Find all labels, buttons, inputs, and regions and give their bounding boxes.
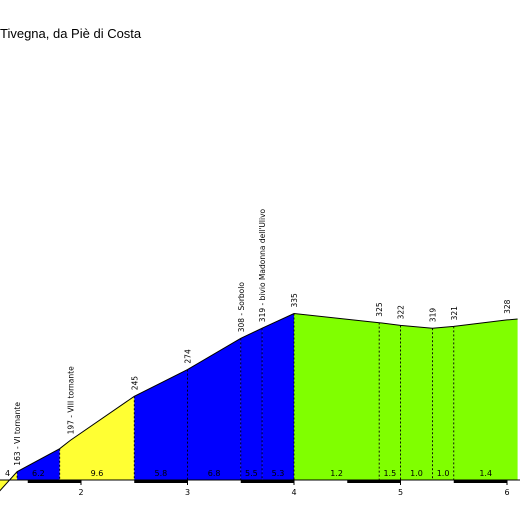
gradient-label: 4: [5, 469, 10, 478]
profile-outline: [0, 312, 518, 492]
segment-area-7: [294, 313, 380, 480]
x-tick-label: 4: [291, 488, 296, 497]
profile-line: [0, 312, 518, 492]
segment-area-3: [134, 369, 188, 480]
segment-area-9: [400, 325, 433, 480]
segment-areas: [0, 313, 518, 491]
x-tick-label: 5: [398, 488, 403, 497]
gradient-label: 5.3: [272, 469, 285, 478]
axis-band: [134, 480, 188, 483]
marker-label: 274: [184, 349, 193, 364]
gradient-label: 5.5: [245, 469, 258, 478]
x-axis: 2 3 4 5 6: [0, 479, 520, 497]
gradient-label: 1.0: [437, 469, 450, 478]
marker-label: 197 - VIII tornante: [66, 366, 75, 434]
marker-label: 319 - bivio Madonna dell'Ulivo: [258, 208, 267, 322]
gradient-label: 9.6: [91, 469, 104, 478]
segment-area-11: [453, 319, 518, 480]
x-tick-label: 2: [78, 488, 83, 497]
marker-label: 319: [428, 308, 437, 323]
segment-area-4: [187, 338, 241, 480]
chart-title: Tivegna, da Piè di Costa: [0, 26, 142, 41]
segment-area-1: [17, 448, 60, 480]
marker-label: 322: [397, 305, 406, 320]
marker-label: 308 - Sorbolo: [237, 282, 246, 333]
marker-label: 321: [450, 306, 459, 321]
gradient-label: 1.0: [410, 469, 423, 478]
gradient-label: 1.2: [330, 469, 343, 478]
gradient-label: 6.2: [32, 469, 45, 478]
marker-label: 335: [290, 293, 299, 308]
marker-label: 328: [503, 299, 512, 314]
gradient-label: 1.5: [383, 469, 396, 478]
axis-band: [453, 480, 507, 483]
axis-band: [347, 480, 401, 483]
segment-dividers: [16, 313, 455, 480]
x-tick-label: 6: [504, 488, 509, 497]
segment-area-8: [379, 322, 401, 480]
x-tick-label: 3: [185, 488, 190, 497]
marker-label: 325: [375, 302, 384, 317]
gradient-label: 6.8: [208, 469, 221, 478]
marker-label: 163 - VI tornante: [13, 402, 22, 466]
segment-area-5: [240, 328, 263, 480]
segment-area-10: [432, 326, 454, 480]
axis-band: [27, 480, 81, 483]
marker-label: 245: [130, 376, 139, 391]
gradient-label: 5.8: [155, 469, 168, 478]
gradient-label: 1.4: [479, 469, 492, 478]
axis-band: [240, 480, 294, 483]
marker-labels: 163 - VI tornante 197 - VIII tornante 245 2…: [13, 208, 512, 465]
gradient-labels: 4 6.2 9.6 5.8 6.8 5.5 5.3 1.2 1.5 1.0 1.0 1.4: [5, 469, 492, 478]
segment-area-6: [262, 313, 294, 480]
segment-area-2: [59, 396, 135, 480]
